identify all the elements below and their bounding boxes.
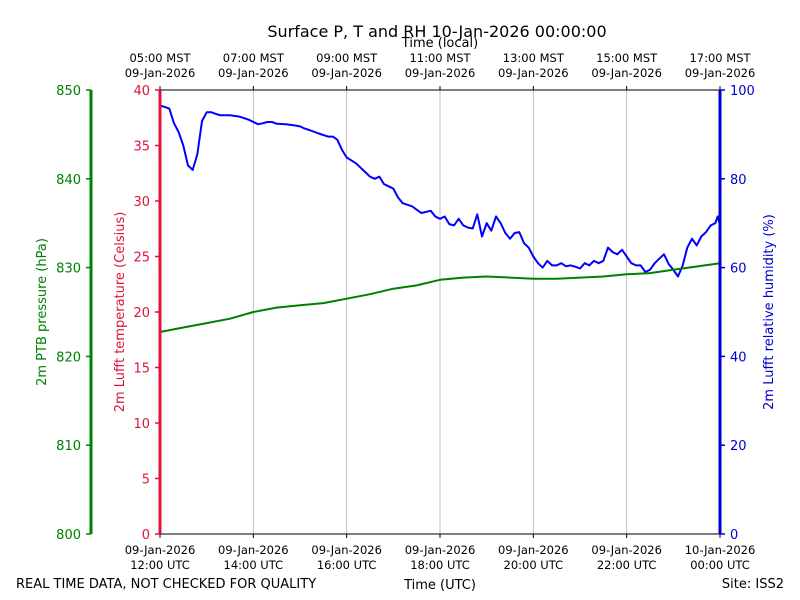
pressure-axis-tick-label: 850: [56, 84, 81, 99]
x-tick-label-local-time: 13:00 MST: [503, 51, 565, 65]
temperature-axis-tick-label: 40: [133, 84, 150, 99]
temperature-axis-tick-label: 25: [133, 251, 150, 266]
x-tick-label-local-time: 11:00 MST: [409, 51, 471, 65]
pressure-axis-tick-label: 800: [56, 528, 81, 543]
x-tick-label-utc-time: 16:00 UTC: [317, 558, 377, 572]
x-tick-label-local-date: 09-Jan-2026: [498, 66, 569, 80]
pressure-axis-label: 2m PTB pressure (hPa): [35, 238, 50, 386]
x-tick-label-utc-time: 18:00 UTC: [410, 558, 470, 572]
quality-disclaimer: REAL TIME DATA, NOT CHECKED FOR QUALITY: [16, 577, 316, 592]
x-tick-label-local-date: 09-Jan-2026: [218, 66, 289, 80]
x-tick-label-local-date: 09-Jan-2026: [685, 66, 756, 80]
x-tick-label-utc-time: 20:00 UTC: [504, 558, 564, 572]
temperature-axis-tick-label: 0: [142, 528, 150, 543]
x-tick-label-utc-date: 09-Jan-2026: [125, 543, 196, 557]
x-tick-label-utc-date: 10-Jan-2026: [685, 543, 756, 557]
humidity-series-line: [159, 104, 721, 278]
humidity-axis-tick-label: 80: [730, 173, 747, 188]
x-tick-label-utc-date: 09-Jan-2026: [218, 543, 289, 557]
bottom-axis-label: Time (UTC): [403, 578, 476, 593]
top-axis-label: Time (local): [401, 36, 478, 51]
x-tick-label-local-time: 05:00 MST: [129, 51, 191, 65]
x-tick-label-local-date: 09-Jan-2026: [405, 66, 476, 80]
x-tick-label-utc-date: 09-Jan-2026: [311, 543, 382, 557]
vertical-grid: [159, 90, 721, 534]
temperature-axis-tick-label: 30: [133, 195, 150, 210]
temperature-axis-label: 2m Lufft temperature (Celsius): [113, 212, 128, 413]
humidity-axis-tick-label: 20: [730, 439, 747, 454]
x-tick-label-local-date: 09-Jan-2026: [591, 66, 662, 80]
x-tick-label-utc-time: 14:00 UTC: [224, 558, 284, 572]
humidity-axis-label: 2m Lufft relative humidity (%): [762, 214, 777, 410]
humidity-axis-tick-label: 0: [730, 528, 738, 543]
pressure-axis-tick-label: 810: [56, 439, 81, 454]
x-tick-label-local-time: 15:00 MST: [596, 51, 658, 65]
site-label: Site: ISS2: [722, 577, 784, 592]
x-tick-label-utc-time: 12:00 UTC: [130, 558, 190, 572]
chart-title: Surface P, T and RH 10-Jan-2026 00:00:00: [267, 22, 606, 41]
pressure-axis-tick-label: 830: [56, 262, 81, 277]
x-tick-label-local-time: 07:00 MST: [223, 51, 285, 65]
plot-series: [159, 104, 721, 333]
humidity-axis-tick-label: 60: [730, 262, 747, 277]
x-tick-label-utc-time: 00:00 UTC: [690, 558, 750, 572]
x-tick-label-utc-date: 09-Jan-2026: [591, 543, 662, 557]
temperature-axis-tick-label: 15: [133, 362, 150, 377]
x-tick-label-local-date: 09-Jan-2026: [311, 66, 382, 80]
temperature-axis-tick-label: 35: [133, 140, 150, 155]
x-tick-label-local-date: 09-Jan-2026: [125, 66, 196, 80]
humidity-axis-tick-label: 100: [730, 84, 755, 99]
x-tick-label-local-time: 17:00 MST: [689, 51, 751, 65]
temperature-axis-tick-label: 10: [133, 417, 150, 432]
x-tick-label-utc-date: 09-Jan-2026: [405, 543, 476, 557]
pressure-axis-tick-label: 820: [56, 350, 81, 365]
temperature-axis-tick-label: 5: [142, 473, 150, 488]
pressure-axis-tick-label: 840: [56, 173, 81, 188]
x-tick-label-local-time: 09:00 MST: [316, 51, 378, 65]
temperature-axis-tick-label: 20: [133, 306, 150, 321]
x-tick-label-utc-time: 22:00 UTC: [597, 558, 657, 572]
humidity-axis-tick-label: 40: [730, 350, 747, 365]
temperature-series-line: [159, 262, 721, 333]
x-tick-label-utc-date: 09-Jan-2026: [498, 543, 569, 557]
